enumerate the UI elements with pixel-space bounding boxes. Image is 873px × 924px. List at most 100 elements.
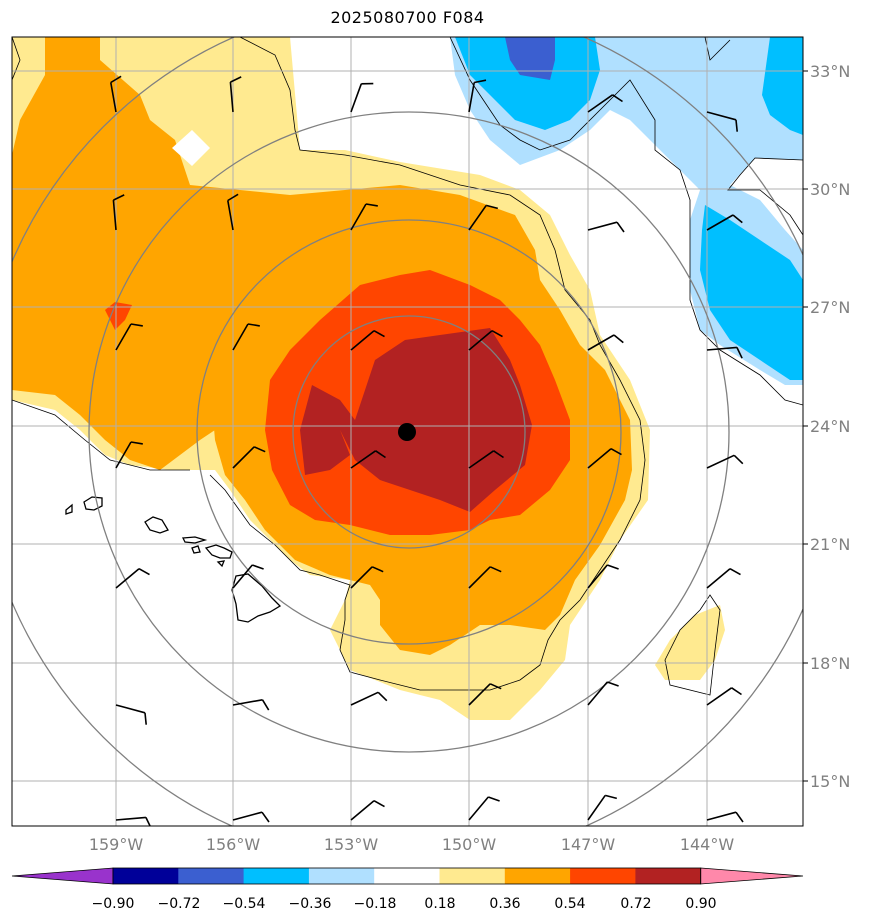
wind-barb-flag — [247, 323, 260, 327]
wind-barb-flag — [616, 221, 625, 233]
wind-barb-shaft — [706, 811, 737, 821]
wind-barb-flag — [491, 330, 503, 338]
colorbar-swatch — [504, 868, 571, 884]
wind-barb-shaft — [232, 323, 249, 351]
wind-barb-shaft — [587, 448, 612, 469]
wind-barb-shaft — [706, 214, 734, 231]
wind-barb-flag — [261, 699, 270, 711]
range-ring-1 — [292, 315, 526, 549]
colorbar-swatch — [635, 868, 702, 884]
wind-barb-flag — [110, 75, 122, 84]
colorbar — [11, 867, 804, 885]
wind-barb-shaft — [232, 564, 253, 589]
wind-barb-flag — [604, 794, 618, 800]
wind-barb-shaft — [706, 346, 737, 351]
wind-barb-shaft — [110, 82, 117, 113]
wind-barb-shaft — [232, 699, 263, 706]
contour-fill-neg0.54 — [505, 37, 555, 80]
wind-barb-flag — [485, 204, 499, 210]
wind-barb-shaft — [350, 203, 367, 231]
wind-barb-shaft — [350, 83, 363, 113]
wind-barb-flag — [373, 800, 385, 808]
colorbar-labels: −0.90 −0.72 −0.54 −0.36 −0.18 0.18 0.36 … — [92, 896, 717, 912]
wind-barb-flag — [612, 94, 623, 103]
island-hawaii — [231, 573, 282, 623]
colorbar-label-2: −0.54 — [223, 896, 266, 912]
wind-barb-flag — [130, 441, 143, 445]
wind-barb-shaft — [115, 704, 146, 714]
wind-barb-shaft — [587, 221, 618, 231]
colorbar-swatch — [570, 868, 636, 884]
wind-barb-shaft — [587, 564, 608, 589]
colorbar-swatch — [178, 868, 245, 884]
wind-barb-shaft — [350, 691, 379, 706]
lat-label-15N: 15°N — [810, 772, 850, 791]
wind-barb-shaft — [468, 330, 493, 351]
colorbar-label-1: −0.72 — [158, 896, 201, 912]
wind-barb-flag — [735, 811, 744, 823]
colorbar-extend-low — [11, 867, 114, 885]
wind-barb-shaft — [350, 800, 375, 821]
wind-barb-shaft — [587, 681, 608, 706]
colorbar-extend-high — [700, 867, 804, 885]
wind-barb-flag — [610, 448, 622, 456]
colorbar-swatch — [439, 868, 506, 884]
map-plot-area — [12, 37, 803, 826]
wind-barbs — [110, 75, 744, 826]
island-lanai — [191, 545, 201, 554]
wind-barb-shaft — [468, 450, 495, 469]
colorbar-label-4: −0.18 — [354, 896, 397, 912]
contour-hole — [172, 130, 210, 166]
island-niihau — [65, 503, 73, 515]
colorbar-swatch — [113, 868, 179, 884]
lon-label-156W: 156°W — [206, 835, 261, 854]
wind-barb-flag — [474, 79, 487, 84]
lat-label-24N: 24°N — [810, 417, 850, 436]
island-maui — [204, 544, 233, 559]
wind-barb-flag — [375, 450, 386, 459]
colorbar-swatch — [308, 868, 375, 884]
wind-barb-flag — [488, 796, 500, 802]
island-oahu — [144, 516, 169, 534]
contour-line-g — [664, 594, 721, 696]
range-ring-2 — [196, 219, 622, 645]
lat-label-30N: 30°N — [810, 180, 850, 199]
wind-barb-flag — [489, 683, 502, 690]
range-ring-3 — [88, 111, 730, 753]
map-frame — [11, 36, 804, 827]
wind-barb-shaft — [468, 796, 489, 821]
wind-barb-shaft — [227, 200, 234, 231]
wind-barb-shaft — [115, 816, 146, 821]
wind-barb-flag — [373, 330, 385, 338]
island-kahoolawe — [216, 560, 226, 568]
wind-barb-flag — [113, 194, 125, 201]
contour-fill-neg0.36-b — [762, 37, 803, 135]
colorbar-label-6: 0.36 — [489, 896, 520, 912]
wind-barb-flag — [230, 76, 242, 83]
wind-barb-flag — [733, 454, 744, 465]
colorbar-label-9: 0.90 — [685, 896, 716, 912]
wind-barb-flag — [252, 564, 264, 570]
wind-barb-shaft — [706, 687, 733, 706]
wind-barb-shaft — [706, 111, 737, 121]
lon-label-159W: 159°W — [89, 835, 144, 854]
lat-label-18N: 18°N — [810, 654, 850, 673]
wind-barb-shaft — [587, 334, 615, 351]
wind-barb-shaft — [587, 794, 606, 821]
wind-barb-shaft — [350, 450, 377, 469]
wind-barb-flag — [261, 811, 270, 823]
contour-fill-neg0.36 — [455, 37, 600, 130]
wind-barb-flag — [489, 566, 502, 573]
contour-line-f — [727, 157, 803, 236]
colorbar-swatch — [243, 868, 310, 884]
wind-barb-shaft — [115, 441, 132, 469]
wind-barb-shaft — [115, 323, 132, 351]
colorbar-label-0: −0.90 — [92, 896, 135, 912]
colorbar-label-5: 0.18 — [424, 896, 455, 912]
wind-barb-shaft — [468, 566, 491, 589]
storm-center-marker — [398, 423, 416, 441]
coastlines — [65, 496, 282, 623]
lon-label-150W: 150°W — [442, 835, 497, 854]
lon-label-153W: 153°W — [324, 835, 379, 854]
